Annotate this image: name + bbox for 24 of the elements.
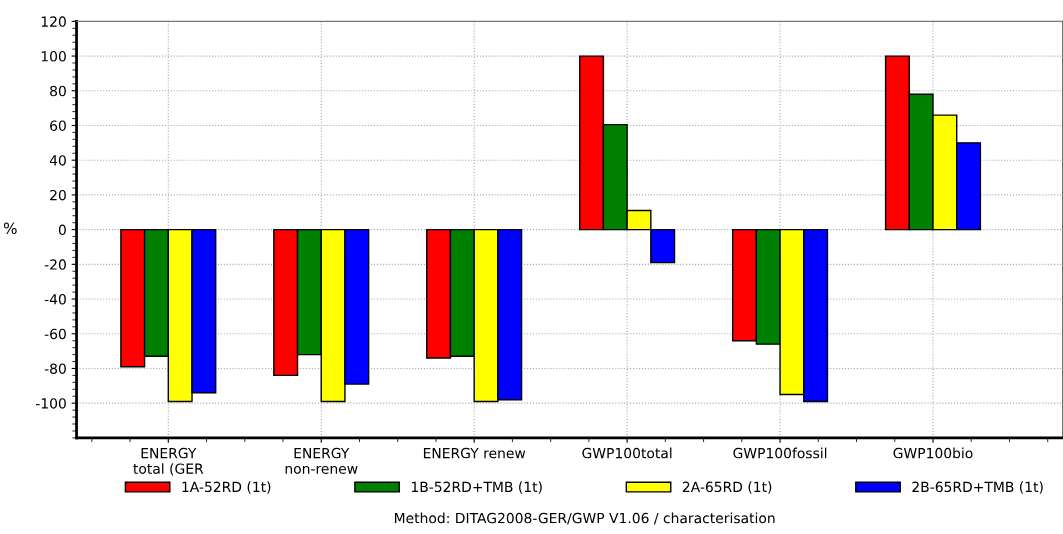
- y-tick-label: -20: [44, 259, 66, 270]
- x-tick-label: GWP100total: [582, 447, 672, 459]
- x-tick-label: GWP100fossil: [733, 447, 827, 459]
- y-tick-label: 100: [41, 51, 66, 62]
- x-tick-label: ENERGY total (GER: [133, 447, 204, 476]
- x-tick-label: ENERGY non-renew: [285, 447, 358, 474]
- y-tick-label: 60: [50, 120, 66, 131]
- legend-label: 1B-52RD+TMB (1t): [411, 481, 542, 494]
- y-tick-label: 80: [50, 85, 66, 97]
- legend-label: 2A-65RD (1t): [682, 481, 772, 494]
- legend-label: 1A-52RD (1t): [182, 481, 271, 494]
- text: Method: DITAG2008-GER/GWP V1.06 / characterisation: [394, 512, 775, 525]
- x-tick-label: GWP100bio: [893, 447, 973, 459]
- y-tick-label: -40: [44, 294, 66, 305]
- y-tick-label: -100: [35, 398, 66, 409]
- y-tick-label: 120: [41, 16, 66, 27]
- legend-label: 2B-65RD+TMB (1t): [912, 481, 1043, 494]
- y-tick-label: -80: [44, 363, 66, 374]
- y-axis-title: %: [3, 222, 17, 235]
- y-tick-label: 40: [49, 155, 66, 166]
- y-tick-label: -60: [44, 328, 66, 340]
- y-tick-label: 0: [58, 224, 66, 236]
- x-tick-label: ENERGY renew: [423, 447, 526, 459]
- y-tick-label: 20: [50, 189, 66, 201]
